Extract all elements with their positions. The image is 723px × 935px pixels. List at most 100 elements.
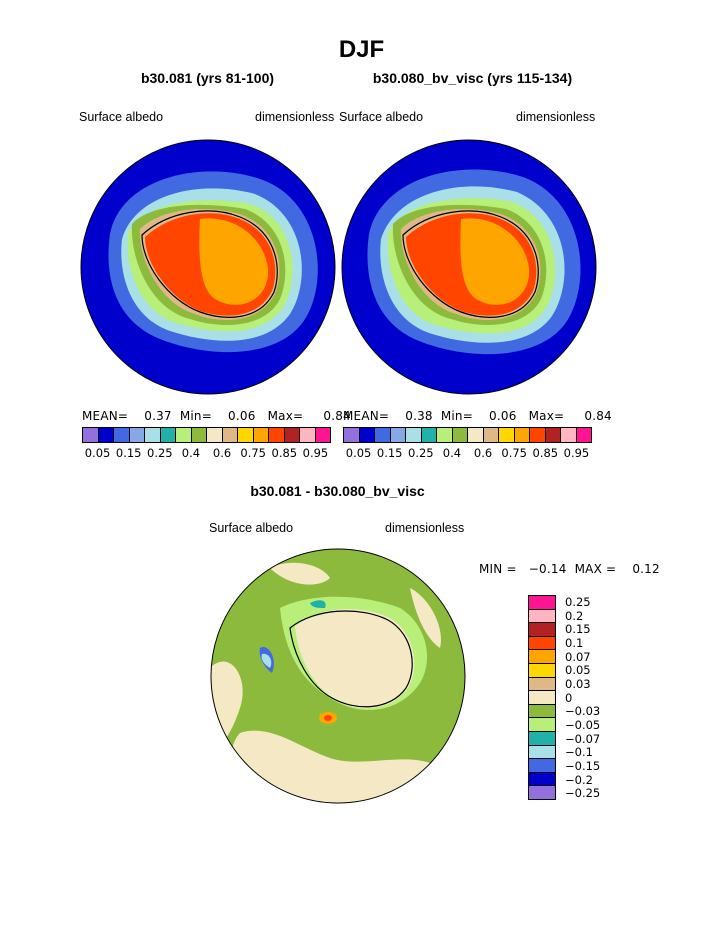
colorbar-swatch [529,609,555,624]
colorbar-tick-label: 0.15 [376,446,403,460]
panel3-patch-north [270,562,330,585]
colorbar-tick-label: −0.03 [565,704,601,719]
panel3-ice-sheet-neutral [295,608,415,709]
panel2-colorbar-ticks: 0.05 0.15 0.25 0.4 0.6 0.75 0.85 0.95 [343,446,592,460]
colorbar-tick-label: 0.1 [565,635,584,650]
colorbar-tick-label: 0.85 [271,446,298,460]
colorbar-swatch [406,428,422,442]
colorbar-swatch [576,428,591,442]
colorbar-swatch [483,428,499,442]
colorbar-tick-label: 0.75 [240,446,266,460]
colorbar-tick-label: 0.4 [181,446,201,460]
colorbar-swatch [222,428,238,442]
colorbar-tick-label: 0.75 [501,446,527,460]
panel1-variable-label: Surface albedo [79,110,164,124]
colorbar-tick-label: −0.05 [565,717,601,732]
colorbar-tick-label: 0.6 [212,446,232,460]
colorbar-swatch [529,704,555,719]
colorbar-tick-label: 0.05 [84,446,111,460]
colorbar-swatch [529,731,555,746]
panel3-teal-patch [310,600,326,608]
panel2-title: b30.080_bv_visc (yrs 115-134) [372,70,573,86]
panel3-coastline [289,610,413,708]
panel3-variable-label: Surface albedo [209,521,294,535]
colorbar-swatch [529,691,555,705]
colorbar-swatch [529,759,555,773]
colorbar-swatch [529,786,555,799]
panel1-units-label: dimensionless [255,110,335,124]
panel3-units-label: dimensionless [385,521,465,535]
colorbar-swatch [421,428,437,442]
colorbar-swatch [529,745,555,760]
colorbar-swatch [300,428,316,442]
colorbar-tick-label: 0.25 [147,446,173,460]
colorbar-swatch [499,428,515,442]
colorbar-swatch [530,428,546,442]
colorbar-swatch [514,428,530,442]
colorbar-swatch [253,428,269,442]
colorbar-tick-label: 0.05 [345,446,372,460]
colorbar-swatch [468,428,484,442]
colorbar-tick-label: 0 [565,690,573,705]
colorbar-tick-label: 0.25 [565,594,591,609]
colorbar-tick-label: −0.07 [565,731,601,746]
panel3-negative-patch-inner [261,653,272,668]
colorbar-swatch [176,428,192,442]
colorbar-tick-label: 0.15 [115,446,142,460]
colorbar-tick-label: 0.25 [408,446,434,460]
panel1-coastline [141,210,278,318]
panel1-ice-sheet-interior [199,218,269,305]
colorbar-swatch [207,428,223,442]
panel3-colorbar-ticks: 0.25 0.2 0.15 0.1 0.07 0.05 0.03 0 −0.03 −0.05 −0.… [565,595,625,800]
panel2-units-label: dimensionless [516,110,596,124]
colorbar-tick-label: 0.85 [532,446,559,460]
colorbar-swatch [145,428,161,442]
panel3-difference-map [210,548,466,804]
colorbar-swatch [315,428,330,442]
colorbar-swatch [129,428,145,442]
panel2-stats: MEAN= 0.38 Min= 0.06 Max= 0.84 [343,409,612,423]
colorbar-swatch [375,428,391,442]
colorbar-tick-label: 0.15 [565,622,591,637]
colorbar-swatch [344,428,360,442]
page-title: DJF [338,36,385,63]
colorbar-tick-label: −0.1 [565,745,593,760]
panel2-coastline [402,210,539,318]
panel1-polar-map [80,139,336,395]
colorbar-swatch [98,428,114,442]
colorbar-tick-label: −0.25 [565,786,601,801]
colorbar-tick-label: 0.95 [563,446,590,460]
panel1-title: b30.081 (yrs 81-100) [140,70,275,86]
colorbar-tick-label: 0.6 [473,446,493,460]
panel3-stats: MIN = −0.14 MAX = 0.12 [479,562,660,576]
panel1-stats: MEAN= 0.37 Min= 0.06 Max= 0.84 [82,409,351,423]
colorbar-swatch [359,428,375,442]
colorbar-swatch [238,428,254,442]
panel1-colorbar [82,427,331,443]
colorbar-tick-label: 0.05 [565,663,591,678]
colorbar-swatch [529,677,555,692]
panel2-polar-map [341,139,597,395]
panel2-colorbar [343,427,592,443]
colorbar-swatch [529,772,555,787]
colorbar-swatch [529,636,555,651]
panel3-title: b30.081 - b30.080_bv_visc [250,483,425,499]
colorbar-swatch [83,428,99,442]
colorbar-tick-label: 0.2 [565,608,584,623]
colorbar-swatch [529,663,555,678]
colorbar-tick-label: 0.4 [442,446,462,460]
colorbar-swatch [529,623,555,637]
colorbar-tick-label: −0.2 [565,772,593,787]
colorbar-swatch [452,428,468,442]
colorbar-swatch [269,428,285,442]
colorbar-swatch [437,428,453,442]
panel2-ice-sheet-interior [460,218,530,305]
panel2-variable-label: Surface albedo [339,110,424,124]
colorbar-tick-label: −0.15 [565,758,601,773]
colorbar-tick-label: 0.07 [565,649,591,664]
panel3-patch-east [410,588,441,648]
panel1-colorbar-ticks: 0.05 0.15 0.25 0.4 0.6 0.75 0.85 0.95 [82,446,331,460]
panel3-colorbar [528,595,556,800]
colorbar-swatch [529,650,555,664]
colorbar-swatch [529,596,555,610]
